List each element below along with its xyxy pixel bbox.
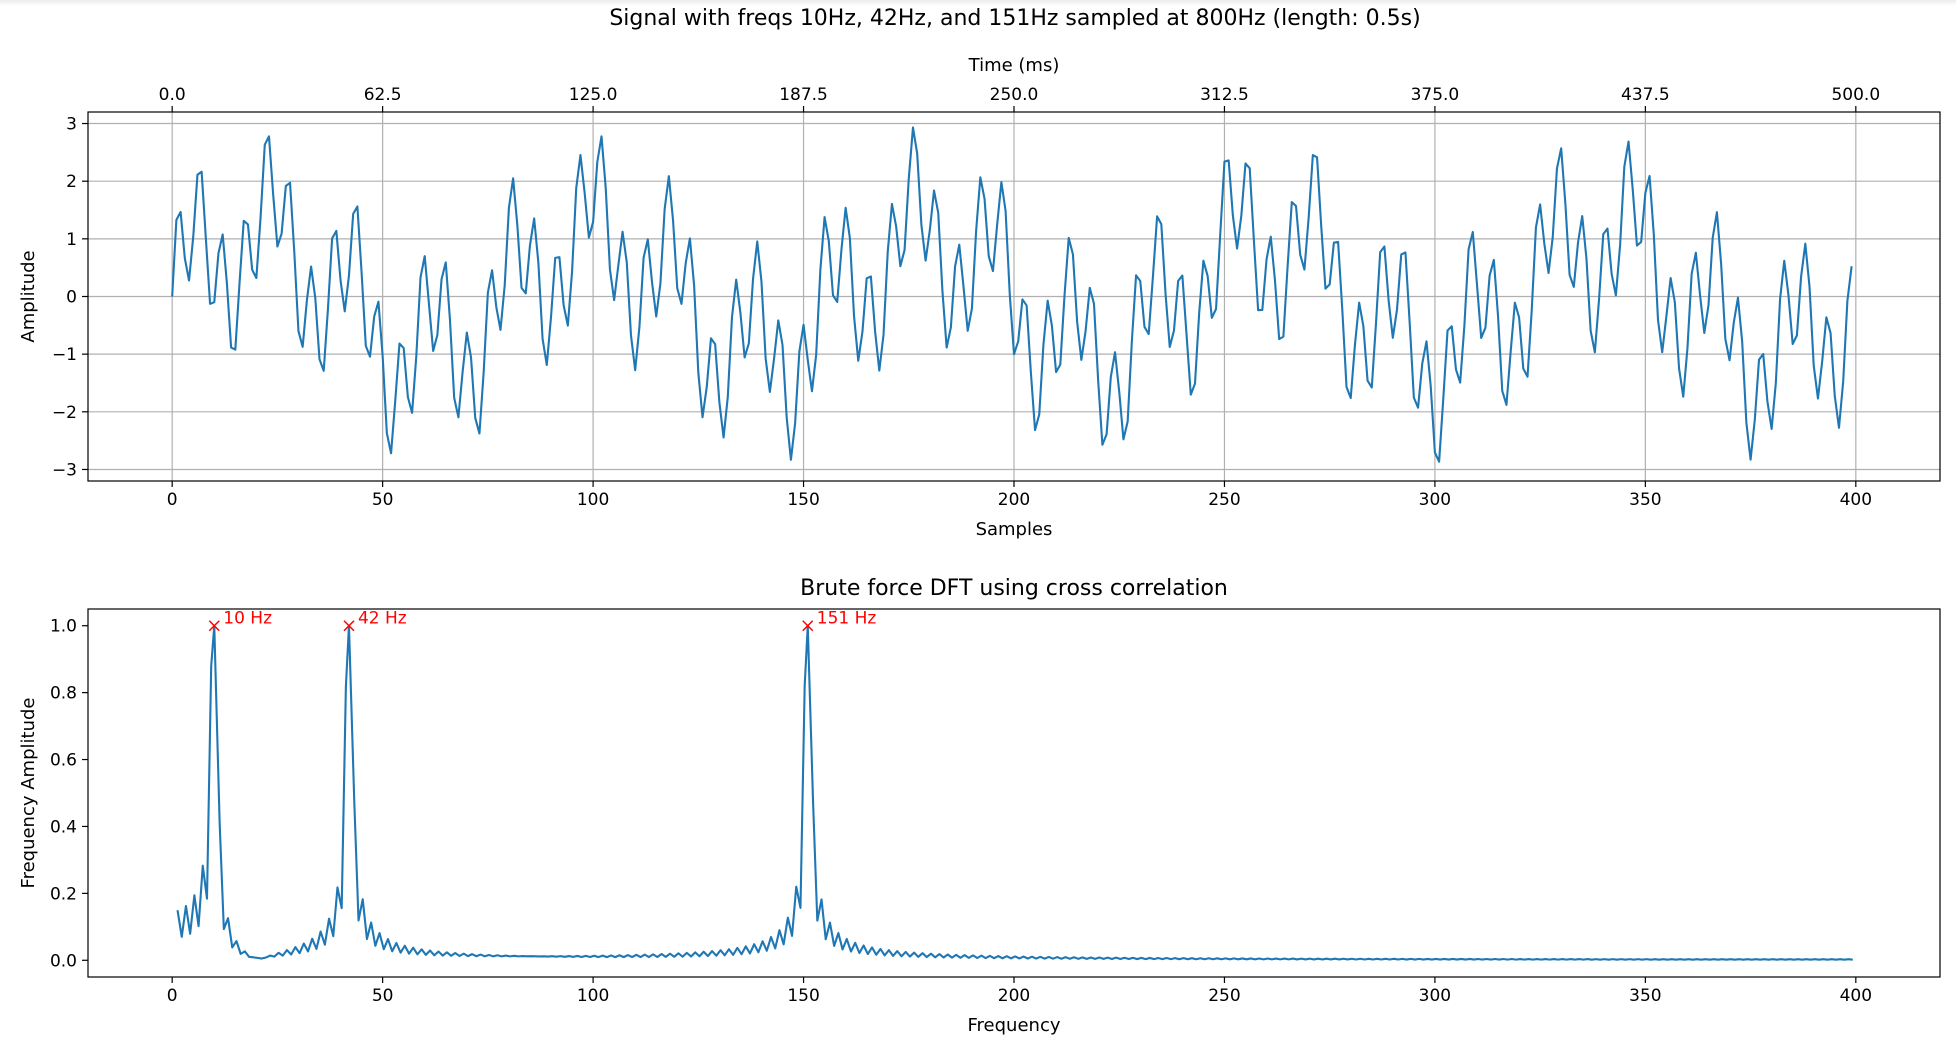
y-tick-label-1: −2 (52, 403, 77, 423)
y-tick-label-0: −3 (52, 460, 77, 480)
dft-plot-title: Brute force DFT using cross correlation (800, 576, 1228, 601)
time-tick-label-1: 62.5 (364, 85, 402, 105)
peak-marker-stroke (343, 620, 355, 632)
time-tick-label-4: 250.0 (990, 85, 1039, 105)
time-tick-label-8: 500.0 (1831, 85, 1880, 105)
signal-x-axis-label: Samples (976, 519, 1053, 540)
peak-marker-stroke (802, 620, 814, 632)
x-tick-label-7: 350 (1629, 986, 1661, 1006)
x-tick-label-2: 100 (577, 490, 609, 510)
x-tick-label-3: 150 (787, 986, 819, 1006)
dft-plot: 10 Hz 42 Hz 151 Hz 0 50 100 150 200 250 300 350 40… (18, 576, 1941, 1036)
x-tick-label-2: 100 (577, 986, 609, 1006)
x-tick-label-4: 200 (998, 986, 1030, 1006)
x-tick-label-6: 300 (1419, 986, 1451, 1006)
x-tick-label-0: 0 (167, 986, 178, 1006)
peak-marker-stroke (208, 620, 220, 632)
x-tick-label-5: 250 (1208, 490, 1240, 510)
dft-peak-markers: 10 Hz 42 Hz 151 Hz (208, 609, 877, 632)
signal-x-ticks: 0 50 100 150 200 250 300 350 400 (167, 481, 1872, 510)
signal-grid (88, 112, 1940, 481)
y-tick-label-0: 0.0 (50, 951, 77, 971)
x-tick-label-1: 50 (372, 986, 394, 1006)
y-tick-label-2: 0.4 (50, 817, 77, 837)
signal-y-axis-label: Amplitude (18, 250, 39, 342)
time-tick-label-6: 375.0 (1411, 85, 1460, 105)
dft-x-axis-label: Frequency (968, 1015, 1061, 1036)
notebook-output-top-shade (0, 0, 1956, 6)
peak-label-2: 151 Hz (817, 609, 877, 629)
y-tick-label-4: 1 (66, 230, 77, 250)
time-tick-label-3: 187.5 (779, 85, 828, 105)
peak-marker-2 (802, 620, 814, 632)
dft-x-ticks: 0 50 100 150 200 250 300 350 400 (167, 977, 1872, 1006)
peak-marker-1 (343, 620, 355, 632)
y-tick-label-1: 0.2 (50, 884, 77, 904)
signal-line (171, 126, 1853, 463)
x-tick-label-4: 200 (998, 490, 1030, 510)
x-tick-label-7: 350 (1629, 490, 1661, 510)
peak-label-0: 10 Hz (223, 609, 272, 629)
x-tick-label-3: 150 (787, 490, 819, 510)
figure-title: Signal with freqs 10Hz, 42Hz, and 151Hz … (609, 6, 1420, 31)
x-tick-label-8: 400 (1840, 490, 1872, 510)
x-tick-label-8: 400 (1840, 986, 1872, 1006)
y-tick-label-5: 1.0 (50, 617, 77, 637)
peak-marker-0 (208, 620, 220, 632)
x-tick-label-6: 300 (1419, 490, 1451, 510)
x-tick-label-1: 50 (372, 490, 394, 510)
dft-y-axis-label: Frequency Amplitude (18, 698, 39, 889)
y-tick-label-2: −1 (52, 345, 77, 365)
peak-label-1: 42 Hz (358, 609, 407, 629)
time-tick-label-2: 125.0 (569, 85, 618, 105)
y-tick-label-5: 2 (66, 172, 77, 192)
signal-time-axis-label: Time (ms) (968, 55, 1060, 76)
signal-time-ticks: 0.0 62.5 125.0 187.5 250.0 312.5 375.0 437.5 500… (159, 85, 1880, 112)
x-tick-label-5: 250 (1208, 986, 1240, 1006)
dft-line (176, 624, 1853, 961)
signal-y-ticks: −3 −2 −1 0 1 2 3 (52, 115, 88, 480)
dft-y-ticks: 0.0 0.2 0.4 0.6 0.8 1.0 (50, 617, 88, 971)
time-tick-label-7: 437.5 (1621, 85, 1670, 105)
time-tick-label-0: 0.0 (159, 85, 186, 105)
x-tick-label-0: 0 (167, 490, 178, 510)
time-tick-label-5: 312.5 (1200, 85, 1249, 105)
y-tick-label-3: 0 (66, 288, 77, 308)
y-tick-label-6: 3 (66, 115, 77, 135)
signal-plot: 0 50 100 150 200 250 300 350 400 −3 −2 −1 0 1 2 3 0.0 6… (18, 55, 1941, 540)
y-tick-label-4: 0.8 (50, 684, 77, 704)
y-tick-label-3: 0.6 (50, 751, 77, 771)
